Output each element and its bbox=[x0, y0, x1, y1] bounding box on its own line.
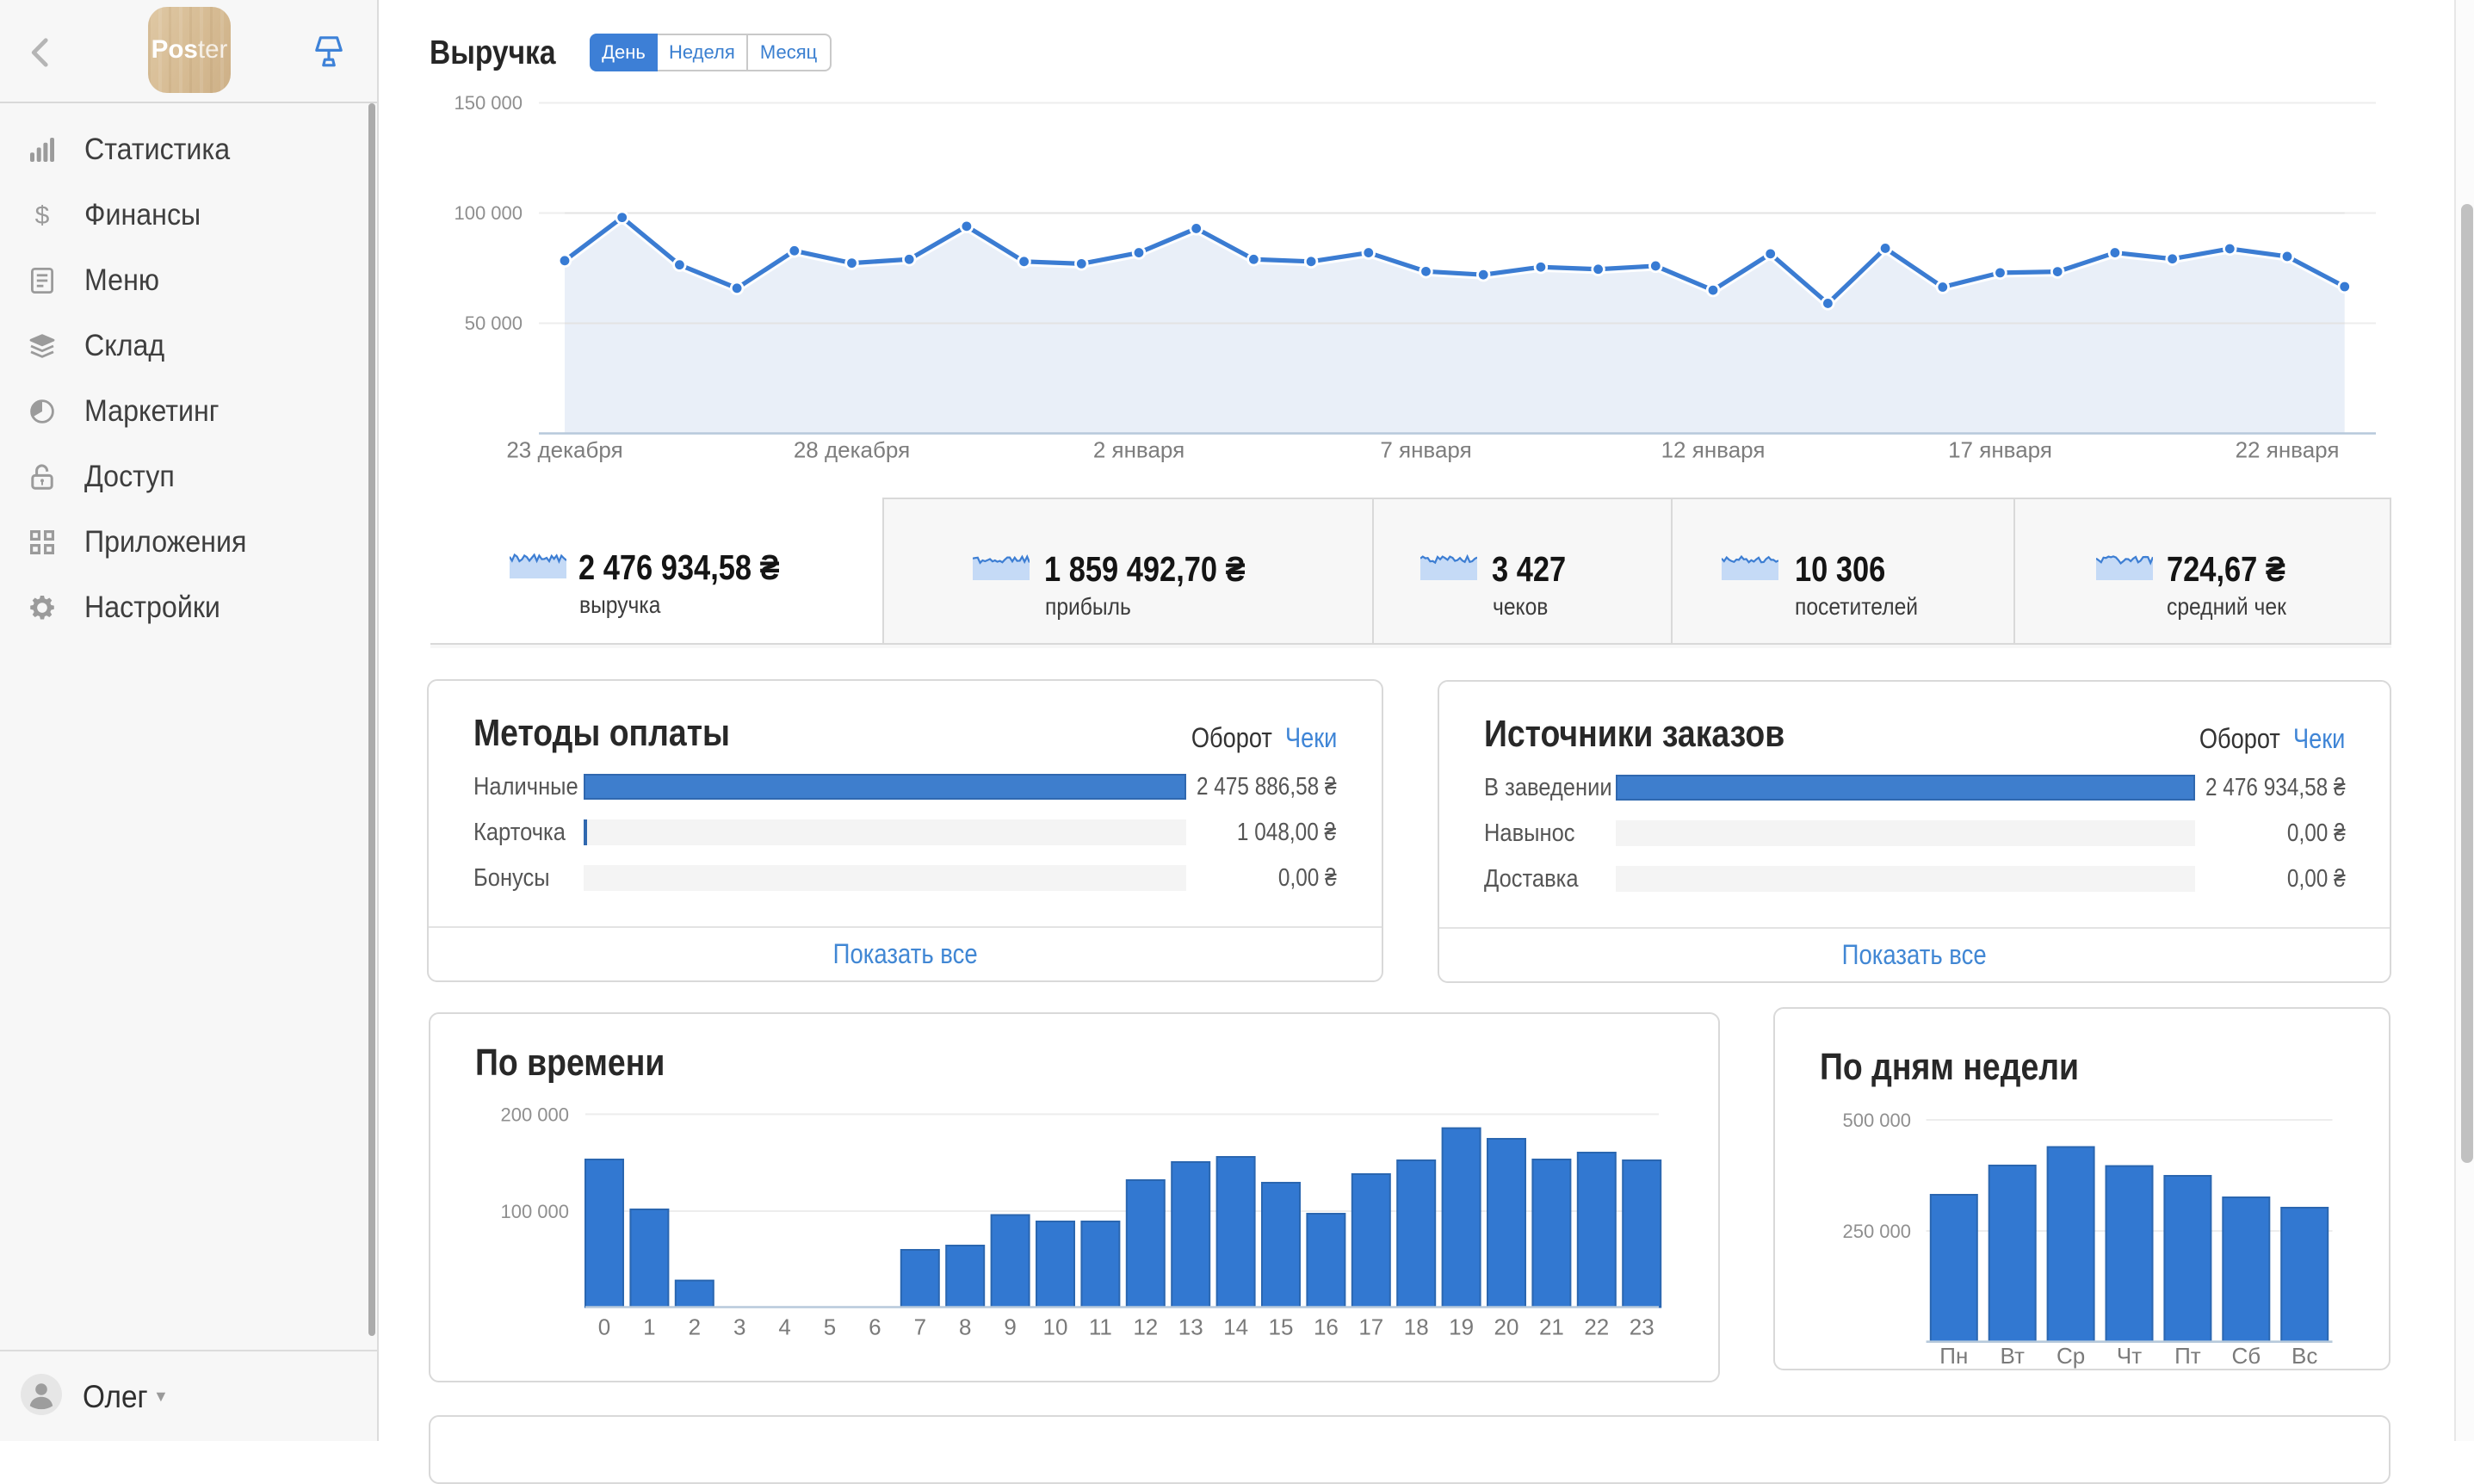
svg-text:Чт: Чт bbox=[2117, 1343, 2142, 1369]
svg-text:100 000: 100 000 bbox=[454, 202, 523, 224]
svg-text:Вт: Вт bbox=[2001, 1343, 2025, 1369]
svg-text:22: 22 bbox=[1584, 1314, 1609, 1340]
svg-text:3: 3 bbox=[733, 1314, 745, 1340]
svg-text:7 января: 7 января bbox=[1380, 437, 1471, 463]
svg-text:19: 19 bbox=[1449, 1314, 1474, 1340]
svg-text:13: 13 bbox=[1178, 1314, 1203, 1340]
svg-text:10: 10 bbox=[1043, 1314, 1068, 1340]
svg-text:250 000: 250 000 bbox=[1842, 1221, 1911, 1242]
svg-text:28 декабря: 28 декабря bbox=[794, 437, 910, 463]
svg-text:Вс: Вс bbox=[2292, 1343, 2317, 1369]
svg-text:500 000: 500 000 bbox=[1842, 1110, 1911, 1131]
svg-text:8: 8 bbox=[959, 1314, 971, 1340]
svg-text:18: 18 bbox=[1404, 1314, 1429, 1340]
svg-text:6: 6 bbox=[869, 1314, 881, 1340]
svg-text:16: 16 bbox=[1314, 1314, 1339, 1340]
svg-text:50 000: 50 000 bbox=[465, 312, 523, 334]
svg-text:Ср: Ср bbox=[2057, 1343, 2085, 1369]
svg-text:200 000: 200 000 bbox=[500, 1104, 569, 1125]
svg-text:23: 23 bbox=[1630, 1314, 1654, 1340]
svg-text:12 января: 12 января bbox=[1661, 437, 1766, 463]
svg-text:Пн: Пн bbox=[1939, 1343, 1968, 1369]
svg-text:150 000: 150 000 bbox=[454, 92, 523, 114]
svg-text:20: 20 bbox=[1494, 1314, 1519, 1340]
svg-text:12: 12 bbox=[1133, 1314, 1158, 1340]
svg-text:5: 5 bbox=[824, 1314, 836, 1340]
svg-text:15: 15 bbox=[1269, 1314, 1294, 1340]
svg-text:$: $ bbox=[35, 202, 50, 228]
svg-text:9: 9 bbox=[1004, 1314, 1016, 1340]
svg-text:17 января: 17 января bbox=[1948, 437, 2052, 463]
svg-text:23 декабря: 23 декабря bbox=[506, 437, 622, 463]
svg-text:2 января: 2 января bbox=[1093, 437, 1184, 463]
svg-text:11: 11 bbox=[1089, 1314, 1112, 1340]
svg-text:7: 7 bbox=[914, 1314, 926, 1340]
svg-text:22 января: 22 января bbox=[2236, 437, 2340, 463]
svg-text:17: 17 bbox=[1358, 1314, 1383, 1340]
svg-text:4: 4 bbox=[778, 1314, 790, 1340]
svg-text:14: 14 bbox=[1223, 1314, 1248, 1340]
svg-text:Пт: Пт bbox=[2174, 1343, 2201, 1369]
svg-text:100 000: 100 000 bbox=[500, 1201, 569, 1222]
svg-text:21: 21 bbox=[1539, 1314, 1564, 1340]
svg-text:Сб: Сб bbox=[2231, 1343, 2261, 1369]
svg-text:1: 1 bbox=[643, 1314, 655, 1340]
svg-text:0: 0 bbox=[598, 1314, 610, 1340]
svg-text:2: 2 bbox=[689, 1314, 701, 1340]
